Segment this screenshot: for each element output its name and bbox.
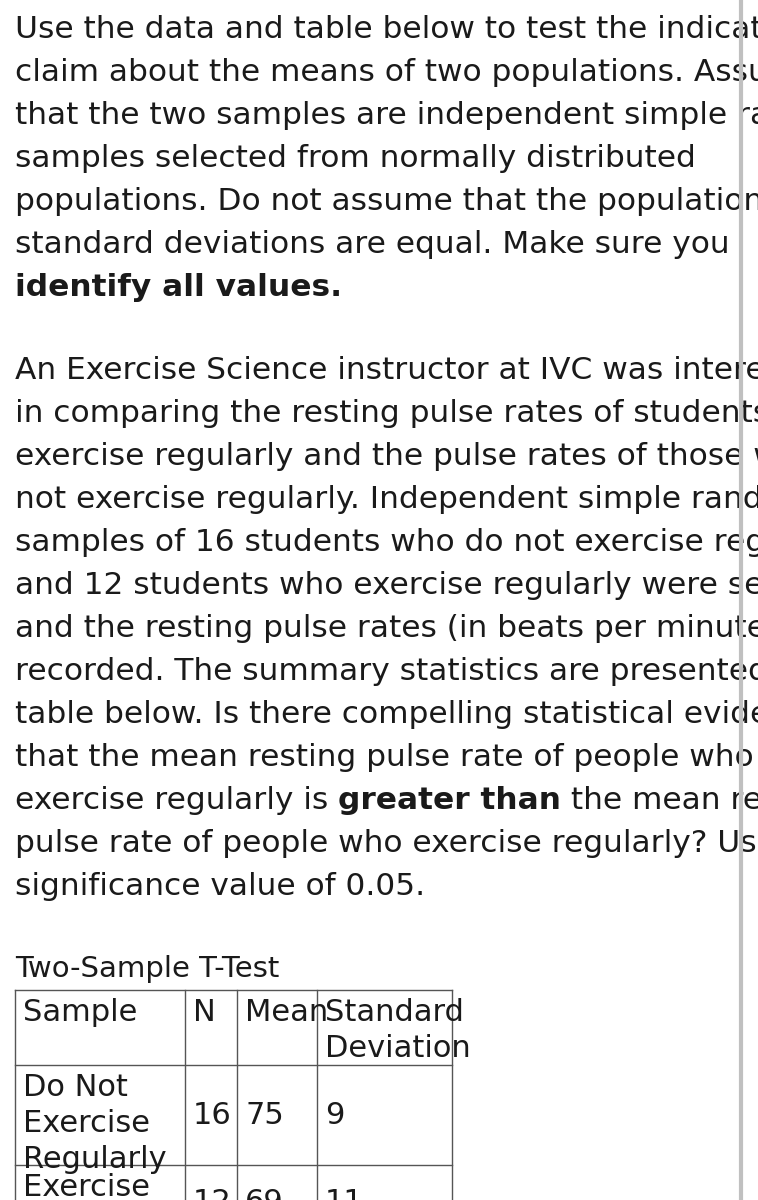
Text: Use the data and table below to test the indicated: Use the data and table below to test the… (15, 14, 758, 44)
Text: Exercise
Regularly: Exercise Regularly (23, 1174, 167, 1200)
Text: table below. Is there compelling statistical evidence: table below. Is there compelling statist… (15, 700, 758, 728)
Text: identify all values.: identify all values. (15, 272, 342, 302)
Text: not exercise regularly. Independent simple random: not exercise regularly. Independent simp… (15, 485, 758, 514)
Text: 9: 9 (325, 1100, 344, 1129)
Text: and the resting pulse rates (in beats per minute) were: and the resting pulse rates (in beats pe… (15, 614, 758, 643)
Text: that the mean resting pulse rate of people who do not: that the mean resting pulse rate of peop… (15, 743, 758, 772)
Text: pulse rate of people who exercise regularly? Use a: pulse rate of people who exercise regula… (15, 829, 758, 858)
Text: 12: 12 (193, 1188, 232, 1200)
Text: Mean: Mean (245, 998, 328, 1027)
Text: Sample: Sample (23, 998, 137, 1027)
Text: An Exercise Science instructor at IVC was interested: An Exercise Science instructor at IVC wa… (15, 356, 758, 385)
Text: samples of 16 students who do not exercise regularly: samples of 16 students who do not exerci… (15, 528, 758, 557)
Text: the mean resting: the mean resting (561, 786, 758, 815)
Text: Standard
Deviation: Standard Deviation (325, 998, 471, 1063)
Text: samples selected from normally distributed: samples selected from normally distribut… (15, 144, 696, 173)
Text: populations. Do not assume that the population: populations. Do not assume that the popu… (15, 187, 758, 216)
Text: in comparing the resting pulse rates of students who: in comparing the resting pulse rates of … (15, 398, 758, 428)
Text: 69: 69 (245, 1188, 283, 1200)
Text: greater than: greater than (338, 786, 561, 815)
Text: and 12 students who exercise regularly were selected: and 12 students who exercise regularly w… (15, 571, 758, 600)
Text: standard deviations are equal. Make sure you: standard deviations are equal. Make sure… (15, 230, 730, 259)
Text: recorded. The summary statistics are presented in the: recorded. The summary statistics are pre… (15, 658, 758, 686)
Text: 11: 11 (325, 1188, 364, 1200)
Text: Do Not
Exercise
Regularly: Do Not Exercise Regularly (23, 1073, 167, 1174)
Text: N: N (193, 998, 216, 1027)
Text: claim about the means of two populations. Assume: claim about the means of two populations… (15, 58, 758, 86)
Text: 75: 75 (245, 1100, 283, 1129)
Text: Two-Sample T-Test: Two-Sample T-Test (15, 955, 280, 983)
Text: exercise regularly and the pulse rates of those who do: exercise regularly and the pulse rates o… (15, 442, 758, 470)
Text: significance value of 0.05.: significance value of 0.05. (15, 872, 425, 901)
Text: 16: 16 (193, 1100, 232, 1129)
Text: exercise regularly is: exercise regularly is (15, 786, 338, 815)
Text: that the two samples are independent simple random: that the two samples are independent sim… (15, 101, 758, 130)
